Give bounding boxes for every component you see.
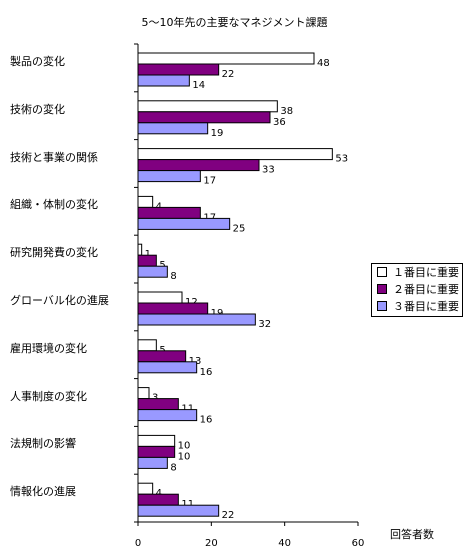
data-label-1-1: 48 <box>317 58 330 69</box>
category-label-1: 製品の変化 <box>10 54 65 68</box>
bar-3-1 <box>137 148 333 161</box>
bar-1-2 <box>137 63 220 76</box>
category-label-5: 研究開発費の変化 <box>10 246 98 260</box>
legend-item-3: ３番目に重要 <box>377 300 459 314</box>
bar-7-3 <box>137 361 198 374</box>
data-label-1-3: 14 <box>192 80 205 91</box>
legend-label-1: １番目に重要 <box>393 266 459 279</box>
x-tick-label-0: 0 <box>134 538 142 549</box>
data-label-3-2: 33 <box>262 165 275 176</box>
chart-title: 5〜10年先の主要なマネジメント課題 <box>141 16 328 29</box>
category-label-9: 法規制の影響 <box>10 437 76 451</box>
bar-1-1 <box>137 52 315 65</box>
data-label-2-1: 38 <box>280 106 293 117</box>
data-label-5-3: 8 <box>170 271 176 282</box>
legend-swatch-3 <box>377 301 387 311</box>
x-tick-label-2: 40 <box>278 538 292 549</box>
bar-9-1 <box>137 434 176 447</box>
bar-6-3 <box>137 313 256 326</box>
legend-swatch-2 <box>377 284 387 294</box>
data-label-2-2: 36 <box>273 117 286 128</box>
category-label-2: 技術の変化 <box>10 102 65 116</box>
data-label-3-1: 53 <box>335 154 348 165</box>
data-label-1-2: 22 <box>222 69 235 80</box>
legend-item-2: ２番目に重要 <box>377 283 459 297</box>
category-label-4: 組織・体制の変化 <box>10 198 98 212</box>
bar-4-2 <box>137 206 201 219</box>
bar-10-2 <box>137 493 179 506</box>
bar-7-1 <box>137 339 157 352</box>
data-label-10-3: 22 <box>222 510 235 521</box>
data-label-3-3: 17 <box>203 176 216 187</box>
bar-10-3 <box>137 504 220 517</box>
data-label-4-3: 25 <box>233 223 246 234</box>
data-label-2-3: 19 <box>211 128 224 139</box>
bar-8-2 <box>137 398 179 411</box>
x-axis-label: 回答者数 <box>390 528 434 541</box>
data-label-9-3: 8 <box>170 462 176 473</box>
bar-6-2 <box>137 302 209 315</box>
bar-4-3 <box>137 217 231 230</box>
bar-4-1 <box>137 195 154 208</box>
legend-item-1: １番目に重要 <box>377 266 459 280</box>
category-label-6: グローバル化の進展 <box>10 293 109 307</box>
legend-swatch-1 <box>377 267 387 277</box>
bar-7-2 <box>137 350 187 363</box>
bar-1-3 <box>137 74 190 87</box>
bar-3-3 <box>137 170 201 183</box>
bar-8-3 <box>137 409 198 422</box>
bar-3-2 <box>137 159 260 172</box>
bar-6-1 <box>137 291 183 304</box>
data-label-7-3: 16 <box>200 367 213 378</box>
category-label-7: 雇用環境の変化 <box>10 341 87 355</box>
bar-8-1 <box>137 387 150 400</box>
x-tick-label-1: 20 <box>204 538 218 549</box>
bar-2-1 <box>137 100 278 113</box>
bar-9-2 <box>137 445 176 458</box>
bar-2-3 <box>137 122 209 135</box>
bar-10-1 <box>137 482 154 495</box>
bar-5-3 <box>137 265 168 278</box>
data-label-9-2: 10 <box>178 451 191 462</box>
data-label-9-1: 10 <box>178 440 191 451</box>
data-label-8-3: 16 <box>200 415 213 426</box>
legend-label-2: ２番目に重要 <box>393 283 459 296</box>
legend: １番目に重要 ２番目に重要 ３番目に重要 <box>371 263 463 317</box>
legend-label-3: ３番目に重要 <box>393 300 459 313</box>
x-tick-label-3: 60 <box>351 538 365 549</box>
category-label-3: 技術と事業の関係 <box>10 150 98 164</box>
bar-2-2 <box>137 111 271 124</box>
bar-9-3 <box>137 456 168 469</box>
category-label-10: 情報化の進展 <box>10 485 76 499</box>
category-label-8: 人事制度の変化 <box>10 389 87 403</box>
bar-5-2 <box>137 254 157 267</box>
bar-5-1 <box>137 243 143 256</box>
data-label-6-3: 32 <box>258 319 271 330</box>
